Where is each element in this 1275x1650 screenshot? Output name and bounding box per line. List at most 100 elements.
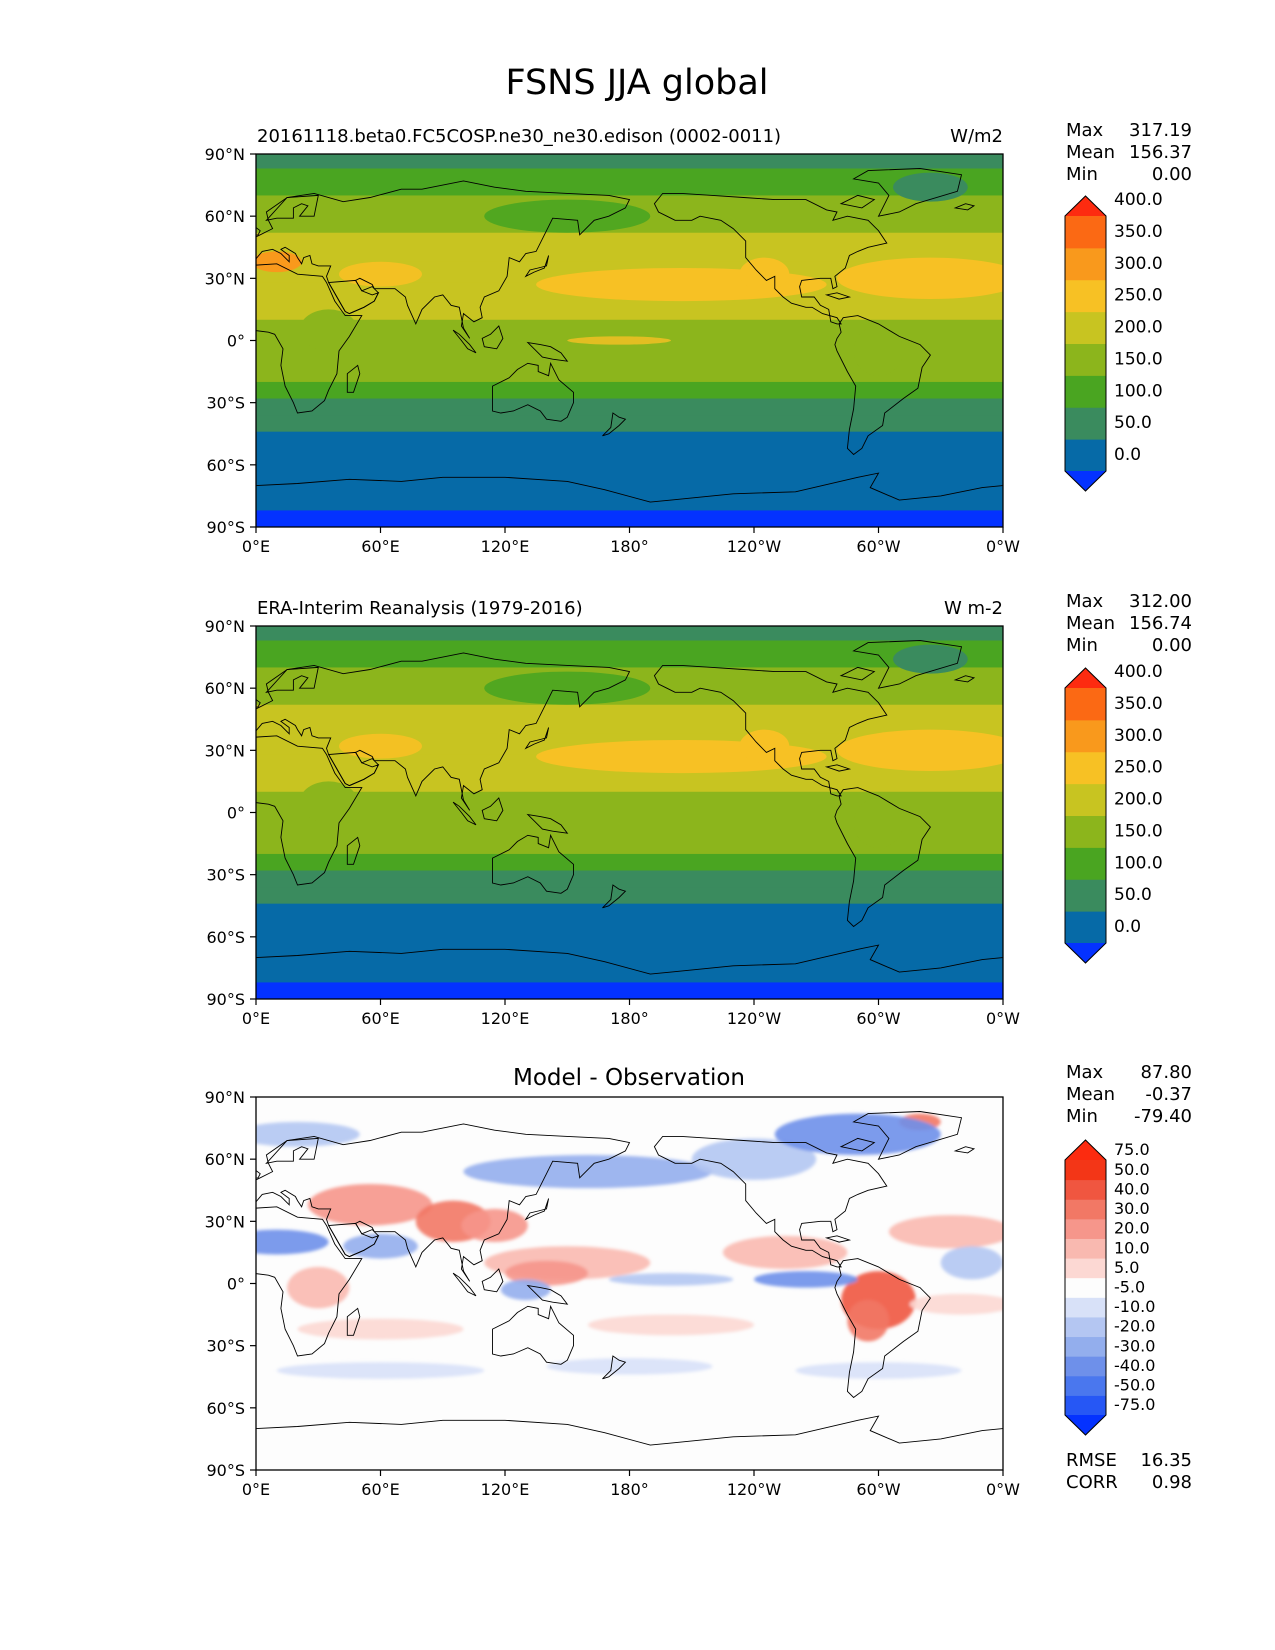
stats-model: Max 317.19 Mean 156.37 Min 0.00 — [1066, 120, 1192, 185]
colorbar-segment — [1065, 439, 1106, 472]
map-axes-obs: 0°E 60°E 120°E 180° 120°W 60°W 0°W 90°N 60°N 30°N… — [205, 617, 1021, 1028]
stats-max-value: 317.19 — [1129, 120, 1192, 141]
panel-obs-units: W m-2 — [944, 598, 1003, 619]
y-tick-label: 60°N — [205, 207, 245, 226]
colorbar-segment — [1065, 1316, 1106, 1338]
map-axes-model: 0°E 60°E 120°E 180° 120°W 60°W 0°W 90°N 60°N 30°N… — [205, 145, 1021, 556]
colorbar-tick-label: 50.0 — [1114, 413, 1152, 433]
colorbar-tick-label: -20.0 — [1114, 1317, 1155, 1336]
colorbar-tick-label: 100.0 — [1114, 853, 1163, 873]
stats-max-label: Max — [1066, 120, 1104, 141]
colorbar-tick-label: 400.0 — [1114, 190, 1163, 210]
panel-model-title: 20161118.beta0.FC5COSP.ne30_ne30.edison … — [257, 126, 781, 147]
y-tick-label: 30°S — [206, 866, 245, 885]
x-tick-label: 180° — [610, 537, 649, 556]
colorbar-segment — [1065, 1336, 1106, 1357]
colorbar-tick-label: 150.0 — [1114, 349, 1163, 369]
panel-model: 20161118.beta0.FC5COSP.ne30_ne30.edison … — [205, 126, 1021, 556]
colorbar-tick-label: 100.0 — [1114, 381, 1163, 401]
colorbar-diff: -75.0-50.0-40.0-30.0-20.0-10.0-5.05.010.… — [1064, 1139, 1155, 1436]
colorbar-segment — [1065, 1199, 1106, 1220]
colorbar-tick-label: 250.0 — [1114, 758, 1163, 778]
y-tick-label: 60°S — [206, 456, 245, 475]
field-layer-diff — [256, 1097, 1003, 1470]
colorbar-segment — [1065, 1297, 1106, 1318]
map-area-diff — [256, 1097, 1003, 1470]
map-area-model — [256, 154, 1003, 527]
colorbar-tick-label: 20.0 — [1114, 1219, 1150, 1238]
colorbar-segment — [1065, 1375, 1106, 1396]
field-layer-obs — [256, 626, 1003, 999]
panel-diff-title: Model - Observation — [513, 1065, 745, 1091]
x-tick-label: 60°W — [856, 1009, 900, 1028]
stats-max-value: 312.00 — [1129, 591, 1192, 612]
y-tick-label: 0° — [227, 1275, 245, 1294]
colorbar-segment — [1065, 343, 1106, 376]
colorbar-tick-label: 40.0 — [1114, 1179, 1150, 1198]
colorbar-segment — [1065, 911, 1106, 944]
stats-max-label: Max — [1066, 1062, 1104, 1083]
x-tick-label: 120°W — [727, 1009, 782, 1028]
colorbar-tick-label: -30.0 — [1114, 1336, 1155, 1355]
colorbar-segment — [1065, 216, 1106, 249]
colorbar-tick-label: 300.0 — [1114, 726, 1163, 746]
colorbar-tick-label: -50.0 — [1114, 1376, 1155, 1395]
x-tick-label: 120°E — [481, 537, 530, 556]
x-tick-label: 0°W — [986, 537, 1020, 556]
colorbar-segment — [1065, 1238, 1106, 1259]
x-tick-label: 0°E — [242, 1480, 270, 1499]
colorbar-extend-max — [1065, 668, 1106, 688]
colorbar-segment — [1065, 247, 1106, 281]
colorbar-tick-label: 200.0 — [1114, 318, 1163, 338]
y-tick-label: 30°S — [206, 394, 245, 413]
colorbar-segment — [1065, 1258, 1106, 1279]
colorbar-tick-label: -10.0 — [1114, 1297, 1155, 1316]
corr-label: CORR — [1066, 1472, 1118, 1493]
colorbar-segment — [1065, 879, 1106, 912]
stats-diff: Max 87.80 Mean -0.37 Min -79.40 — [1066, 1062, 1192, 1127]
x-tick-label: 120°W — [727, 1480, 782, 1499]
colorbar-segment — [1065, 407, 1106, 440]
stats-max-label: Max — [1066, 591, 1104, 612]
colorbar-model: 0.0 50.0 100.0 150.0 200.0 250.0 300.0 350.0 400… — [1064, 190, 1163, 492]
x-tick-label: 180° — [610, 1480, 649, 1499]
stats-mean-value: 156.37 — [1129, 142, 1192, 163]
colorbar-segment — [1065, 1356, 1106, 1377]
colorbar-tick-label: 50.0 — [1114, 885, 1152, 905]
colorbar-extend-max — [1065, 196, 1106, 216]
x-tick-label: 0°W — [986, 1009, 1020, 1028]
stats-mean-value: -0.37 — [1145, 1084, 1192, 1105]
colorbar-segment — [1065, 751, 1106, 785]
colorbar-tick-label: 50.0 — [1114, 1160, 1150, 1179]
coastlines-model — [256, 168, 1003, 503]
figure-title: FSNS JJA global — [505, 63, 768, 103]
colorbar-extend-min — [1065, 1415, 1106, 1435]
colorbar-segment — [1065, 1218, 1106, 1239]
coastlines-diff — [256, 1111, 1003, 1446]
stats-min-label: Min — [1066, 164, 1098, 185]
y-tick-label: 0° — [227, 332, 245, 351]
x-tick-label: 180° — [610, 1009, 649, 1028]
stats-min-label: Min — [1066, 1106, 1098, 1127]
colorbar-tick-label: 350.0 — [1114, 222, 1163, 242]
colorbar-segment — [1065, 1179, 1106, 1200]
colorbar-extend-min — [1065, 471, 1106, 491]
panel-obs-title: ERA-Interim Reanalysis (1979-2016) — [257, 598, 583, 619]
colorbar-tick-label: 200.0 — [1114, 790, 1163, 810]
corr-value: 0.98 — [1152, 1472, 1192, 1493]
colorbar-tick-label: -75.0 — [1114, 1395, 1155, 1414]
rmse-value: 16.35 — [1140, 1450, 1192, 1471]
y-tick-label: 60°N — [205, 1150, 245, 1169]
map-area-obs — [256, 626, 1003, 999]
y-tick-label: 30°N — [205, 269, 245, 288]
colorbar-extend-min — [1065, 943, 1106, 963]
stats-min-value: -79.40 — [1134, 1106, 1192, 1127]
x-tick-label: 60°W — [856, 537, 900, 556]
y-tick-label: 90°N — [205, 1088, 245, 1107]
colorbar-segment — [1065, 375, 1106, 408]
colorbar-segment — [1065, 1160, 1106, 1181]
colorbar-segment — [1065, 311, 1106, 344]
colorbar-tick-label: 5.0 — [1114, 1258, 1139, 1277]
rmse-corr: RMSE 16.35 CORR 0.98 — [1066, 1450, 1192, 1493]
